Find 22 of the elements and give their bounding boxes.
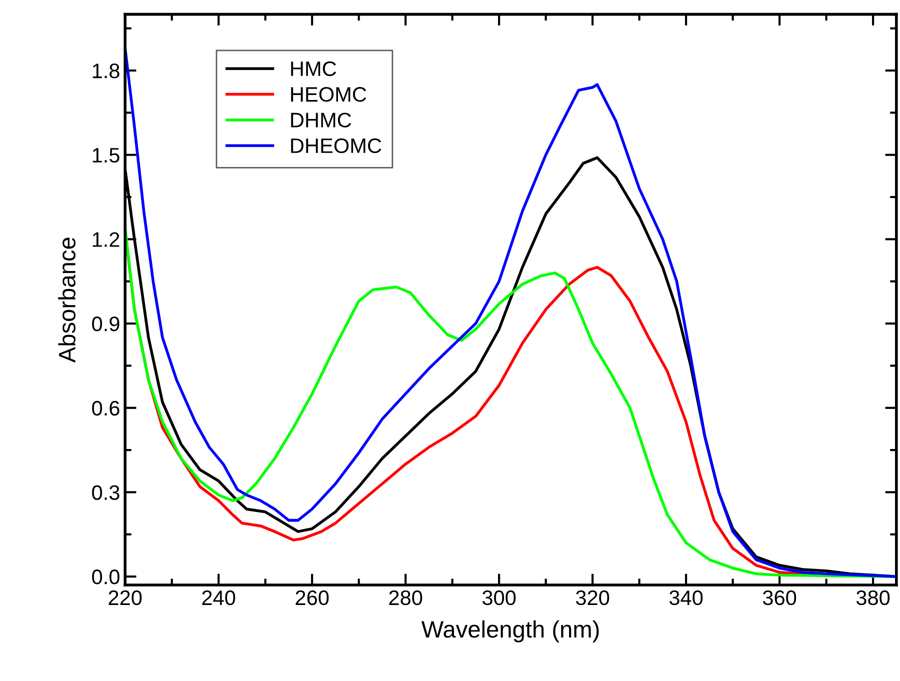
y-tick-label: 0.3 (92, 485, 120, 500)
x-tick-label: 320 (576, 590, 610, 606)
y-tick-label: 1.2 (92, 232, 120, 247)
x-tick-label: 380 (856, 590, 890, 606)
x-tick-label: 360 (762, 590, 796, 606)
legend-label: HEOMC (291, 87, 366, 102)
y-tick-label: 0.9 (92, 316, 120, 332)
legend-label: HMC (291, 61, 336, 76)
x-tick-label: 220 (108, 590, 142, 606)
y-tick-label: 0.0 (92, 570, 120, 584)
x-tick-label: 300 (482, 590, 516, 606)
y-tick-label: 1.8 (92, 64, 120, 78)
y-tick-label: 0.6 (92, 400, 120, 416)
legend-label: DHMC (291, 112, 352, 128)
legend-label: DHEOMC (291, 138, 382, 154)
x-axis-title: Wavelength (nm) (421, 620, 599, 642)
y-axis-title: Absorbance (58, 238, 76, 363)
x-tick-label: 260 (296, 590, 329, 606)
x-tick-label: 240 (202, 590, 236, 606)
x-tick-label: 340 (669, 590, 703, 606)
y-tick-label: 1.5 (92, 148, 120, 163)
x-tick-label: 280 (389, 590, 422, 606)
